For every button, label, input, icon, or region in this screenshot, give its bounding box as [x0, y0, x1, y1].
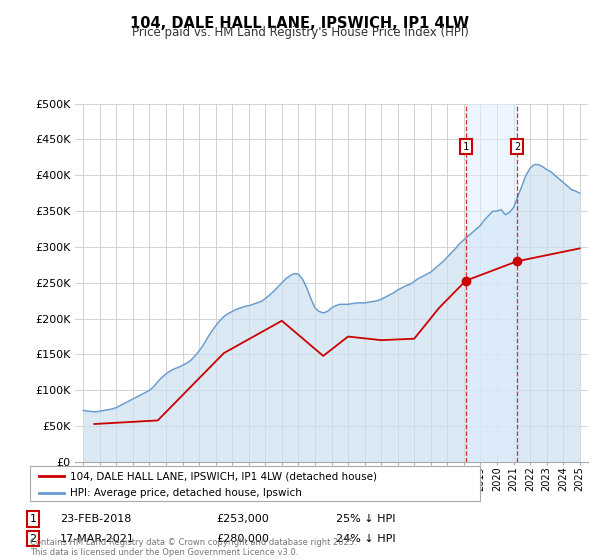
Text: 17-MAR-2021: 17-MAR-2021 [60, 534, 135, 544]
Text: Contains HM Land Registry data © Crown copyright and database right 2025.
This d: Contains HM Land Registry data © Crown c… [30, 538, 356, 557]
Text: 2: 2 [514, 142, 520, 152]
Text: 1: 1 [29, 514, 37, 524]
Text: 104, DALE HALL LANE, IPSWICH, IP1 4LW: 104, DALE HALL LANE, IPSWICH, IP1 4LW [131, 16, 470, 31]
Text: 2: 2 [29, 534, 37, 544]
Text: Price paid vs. HM Land Registry's House Price Index (HPI): Price paid vs. HM Land Registry's House … [131, 26, 469, 39]
Bar [466, 104, 517, 462]
Text: 24% ↓ HPI: 24% ↓ HPI [336, 534, 395, 544]
Text: 25% ↓ HPI: 25% ↓ HPI [336, 514, 395, 524]
Text: 104, DALE HALL LANE, IPSWICH, IP1 4LW (detached house): 104, DALE HALL LANE, IPSWICH, IP1 4LW (d… [71, 471, 377, 481]
Text: £253,000: £253,000 [216, 514, 269, 524]
Text: £280,000: £280,000 [216, 534, 269, 544]
Text: 23-FEB-2018: 23-FEB-2018 [60, 514, 131, 524]
Text: HPI: Average price, detached house, Ipswich: HPI: Average price, detached house, Ipsw… [71, 488, 302, 497]
Text: 1: 1 [463, 142, 469, 152]
